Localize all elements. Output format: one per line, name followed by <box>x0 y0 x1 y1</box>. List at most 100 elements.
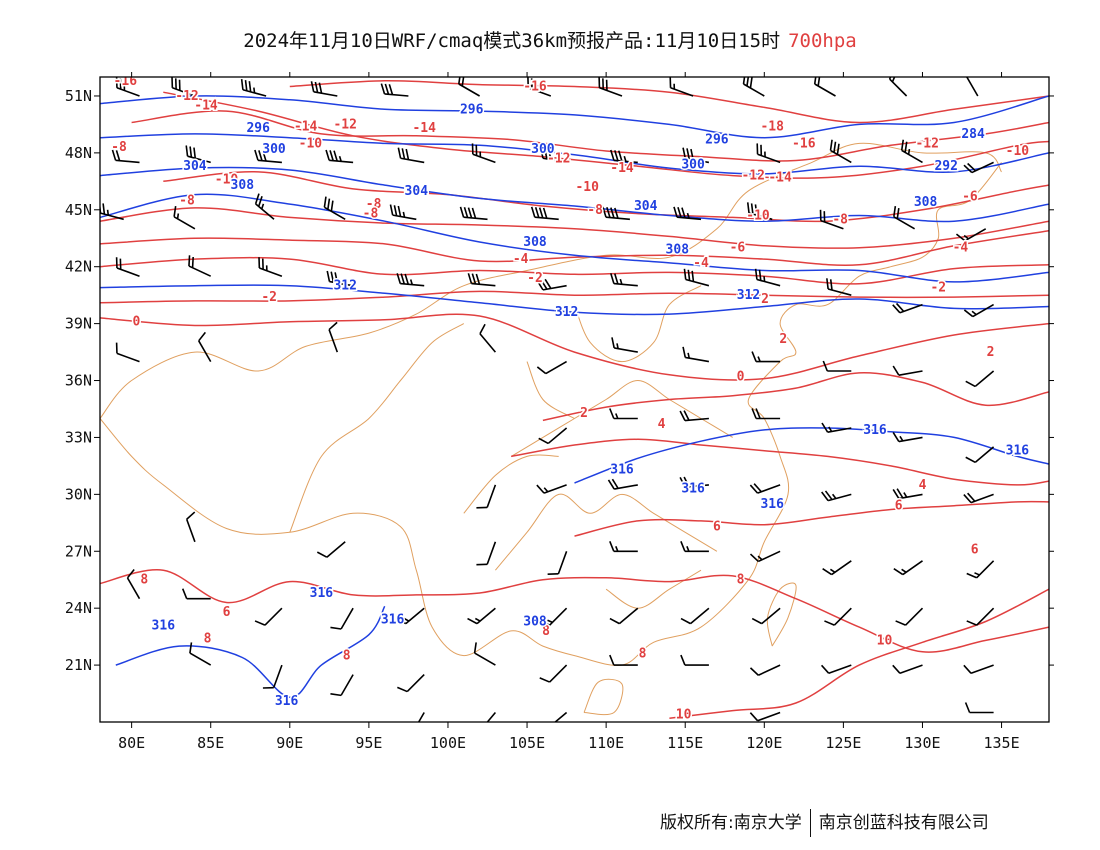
lon-label: 85E <box>197 734 224 752</box>
wind-barb <box>965 77 979 97</box>
wind-barb <box>751 351 781 363</box>
wind-barb <box>467 273 496 287</box>
wind-barb <box>683 268 710 287</box>
height-label: 308 <box>914 195 938 210</box>
height-label: 312 <box>333 279 356 294</box>
temperature-contour <box>100 207 1049 249</box>
height-contour <box>100 133 1049 175</box>
wind-barb <box>536 360 567 375</box>
temperature-label: -4 <box>693 256 709 271</box>
lon-label: 100E <box>430 734 466 752</box>
wind-barb <box>749 664 781 676</box>
temperature-label: -2 <box>753 292 769 307</box>
wind-barb <box>316 541 346 558</box>
temperature-label: 10 <box>877 633 893 648</box>
height-label: 284 <box>961 127 985 142</box>
wind-barb <box>826 278 852 296</box>
lat-label: 24N <box>65 599 92 617</box>
height-label: 296 <box>705 133 729 148</box>
wind-barb <box>539 607 568 626</box>
wind-barb <box>749 483 781 494</box>
wind-barb <box>965 446 995 464</box>
boundary-line <box>289 323 465 533</box>
wind-barb <box>330 607 354 630</box>
lon-label: 120E <box>746 734 782 752</box>
wind-barb <box>821 422 852 433</box>
wind-barb <box>965 370 995 388</box>
temperature-label: -8 <box>363 207 379 222</box>
lon-label: 105E <box>509 734 545 752</box>
wind-barb <box>115 77 140 97</box>
copyright-company: 南京创蓝科技有限公司 <box>818 813 989 833</box>
temperature-label: -2 <box>930 281 946 296</box>
lat-label: 48N <box>65 144 92 162</box>
temperature-label: -12 <box>741 169 764 184</box>
wind-barb <box>955 228 987 242</box>
temperature-contour <box>511 438 1049 486</box>
axis-layer: 80E 85E 90E 95E 100E 105E 110E 115E 120E 125E 130E… <box>65 72 1054 752</box>
wind-barb <box>611 337 638 353</box>
height-label: 316 <box>760 497 784 512</box>
lon-label: 80E <box>118 734 145 752</box>
height-contour <box>100 166 1049 223</box>
boundary-line <box>574 285 702 363</box>
wind-barb <box>254 193 275 220</box>
lon-label: 130E <box>904 734 940 752</box>
temperature-contour <box>163 91 1049 179</box>
temperature-label: 4 <box>919 478 927 493</box>
height-label: 304 <box>183 159 207 174</box>
height-label: 316 <box>681 482 705 497</box>
temperature-contour-layer <box>100 80 1049 719</box>
wind-barb <box>669 77 694 97</box>
temperature-label: -8 <box>366 197 382 212</box>
height-label: 316 <box>381 613 405 628</box>
wind-barb <box>829 139 852 164</box>
height-label: 304 <box>405 184 429 199</box>
temperature-label: -12 <box>175 89 198 104</box>
temperature-contour <box>574 500 1049 537</box>
height-label: 312 <box>737 288 760 303</box>
wind-barb <box>258 257 283 277</box>
wind-barb <box>479 323 497 353</box>
temperature-label: -14 <box>412 121 436 136</box>
wind-barb <box>824 607 852 626</box>
wind-barb <box>310 81 338 97</box>
temperature-contour <box>669 588 1049 719</box>
temperature-label: 8 <box>639 647 647 662</box>
height-label: 316 <box>275 694 299 709</box>
wind-barb <box>471 143 496 164</box>
lat-label: 36N <box>65 372 92 390</box>
wind-barb <box>756 143 781 164</box>
lat-label: 42N <box>65 258 92 276</box>
height-contour <box>100 284 1049 316</box>
height-label: 316 <box>310 586 334 601</box>
temperature-label: 6 <box>713 520 721 535</box>
wind-barb <box>115 342 140 363</box>
lon-label: 125E <box>825 734 861 752</box>
temperature-label: -4 <box>513 252 529 267</box>
lat-label: 45N <box>65 201 92 219</box>
wind-barb <box>547 551 568 575</box>
temperature-label: -6 <box>730 241 746 256</box>
temperature-label: -2 <box>261 290 277 305</box>
wind-barb <box>682 147 710 164</box>
wind-barb <box>185 511 196 543</box>
wind-barb <box>746 202 773 221</box>
wind-barb <box>111 149 140 164</box>
temperature-label: 6 <box>895 499 903 514</box>
temperature-label: 0 <box>737 370 745 385</box>
lat-label: 39N <box>65 315 92 333</box>
wind-barb <box>892 431 923 443</box>
temperature-label: 2 <box>580 406 588 421</box>
wind-barb <box>893 206 915 230</box>
height-label: 296 <box>246 121 270 136</box>
lat-label: 21N <box>65 656 92 674</box>
wind-barb <box>963 303 994 318</box>
wind-barb <box>479 711 497 722</box>
wind-barb <box>254 607 283 626</box>
wind-barb <box>198 331 212 363</box>
wind-barb <box>126 568 141 600</box>
height-label: 292 <box>934 159 957 174</box>
wind-barb <box>171 77 196 97</box>
wind-barb <box>680 607 710 625</box>
